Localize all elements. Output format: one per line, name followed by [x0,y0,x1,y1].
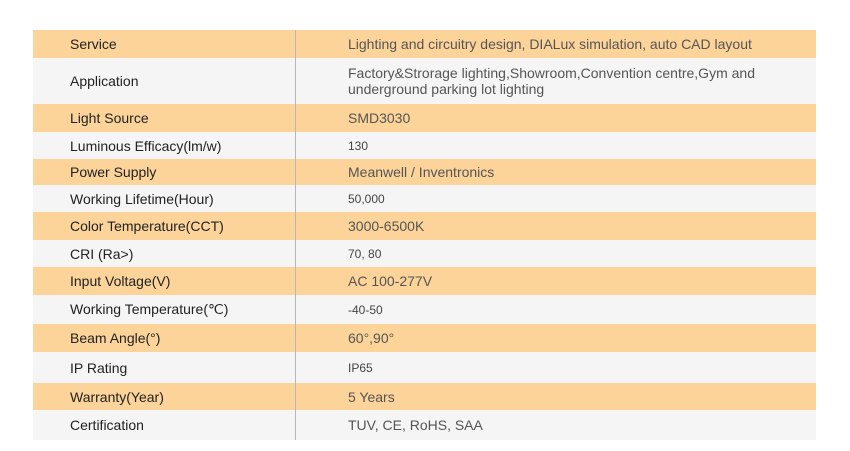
column-divider [295,410,296,440]
column-divider [295,212,296,240]
table-row: Service Lighting and circuitry design, D… [33,30,816,58]
table-row: Application Factory&Strorage lighting,Sh… [33,58,816,104]
row-label: Input Voltage(V) [70,273,171,289]
row-label: Light Source [70,110,149,126]
column-divider [295,58,296,104]
row-value: AC 100-277V [348,273,433,289]
column-divider [295,240,296,267]
row-value: IP65 [348,360,373,375]
row-value: Lighting and circuitry design, DIALux si… [348,36,752,52]
row-label: Beam Angle(°) [70,330,161,346]
row-label: Warranty(Year) [70,388,164,405]
table-row: Power Supply Meanwell / Inventronics [33,159,816,185]
column-divider [295,185,296,212]
row-value: SMD3030 [348,110,411,126]
table-row: Beam Angle(°) 60°,90° [33,324,816,352]
column-divider [295,30,296,58]
table-row: Luminous Efficacy(lm/w) 130 [33,132,816,159]
row-label: Luminous Efficacy(lm/w) [70,137,222,154]
table-row: Working Temperature(℃) -40-50 [33,295,816,324]
column-divider [295,352,296,383]
table-row: Color Temperature(CCT) 3000-6500K [33,212,816,240]
row-value: TUV, CE, RoHS, SAA [348,417,483,433]
table-row: Working Lifetime(Hour) 50,000 [33,185,816,212]
row-value: 50,000 [348,191,385,206]
row-value: 70, 80 [348,246,382,261]
spec-table: Service Lighting and circuitry design, D… [33,30,816,440]
row-value: 130 [348,138,369,153]
row-value: 3000-6500K [348,218,425,234]
row-label: Service [70,36,117,52]
column-divider [295,324,296,352]
column-divider [295,104,296,132]
row-label: Working Temperature(℃) [70,301,229,317]
row-label: Power Supply [70,164,157,180]
row-value: Meanwell / Inventronics [348,164,495,180]
column-divider [295,295,296,324]
row-label: IP Rating [70,359,128,376]
table-row: IP Rating IP65 [33,352,816,383]
row-value: 5 Years [348,388,395,405]
row-value: Factory&Strorage lighting,Showroom,Conve… [348,65,755,97]
table-row: Light Source SMD3030 [33,104,816,132]
row-label: CRI (Ra>) [70,245,134,262]
table-row: CRI (Ra>) 70, 80 [33,240,816,267]
row-value: -40-50 [348,302,383,317]
column-divider [295,267,296,295]
column-divider [295,132,296,159]
table-row: Input Voltage(V) AC 100-277V [33,267,816,295]
table-row: Warranty(Year) 5 Years [33,383,816,410]
row-label: Working Lifetime(Hour) [70,190,214,207]
table-row: Certification TUV, CE, RoHS, SAA [33,410,816,440]
row-label: Color Temperature(CCT) [70,218,224,234]
row-label: Application [70,73,139,89]
row-value: 60°,90° [348,330,395,346]
column-divider [295,159,296,185]
row-label: Certification [70,417,144,433]
column-divider [295,383,296,410]
